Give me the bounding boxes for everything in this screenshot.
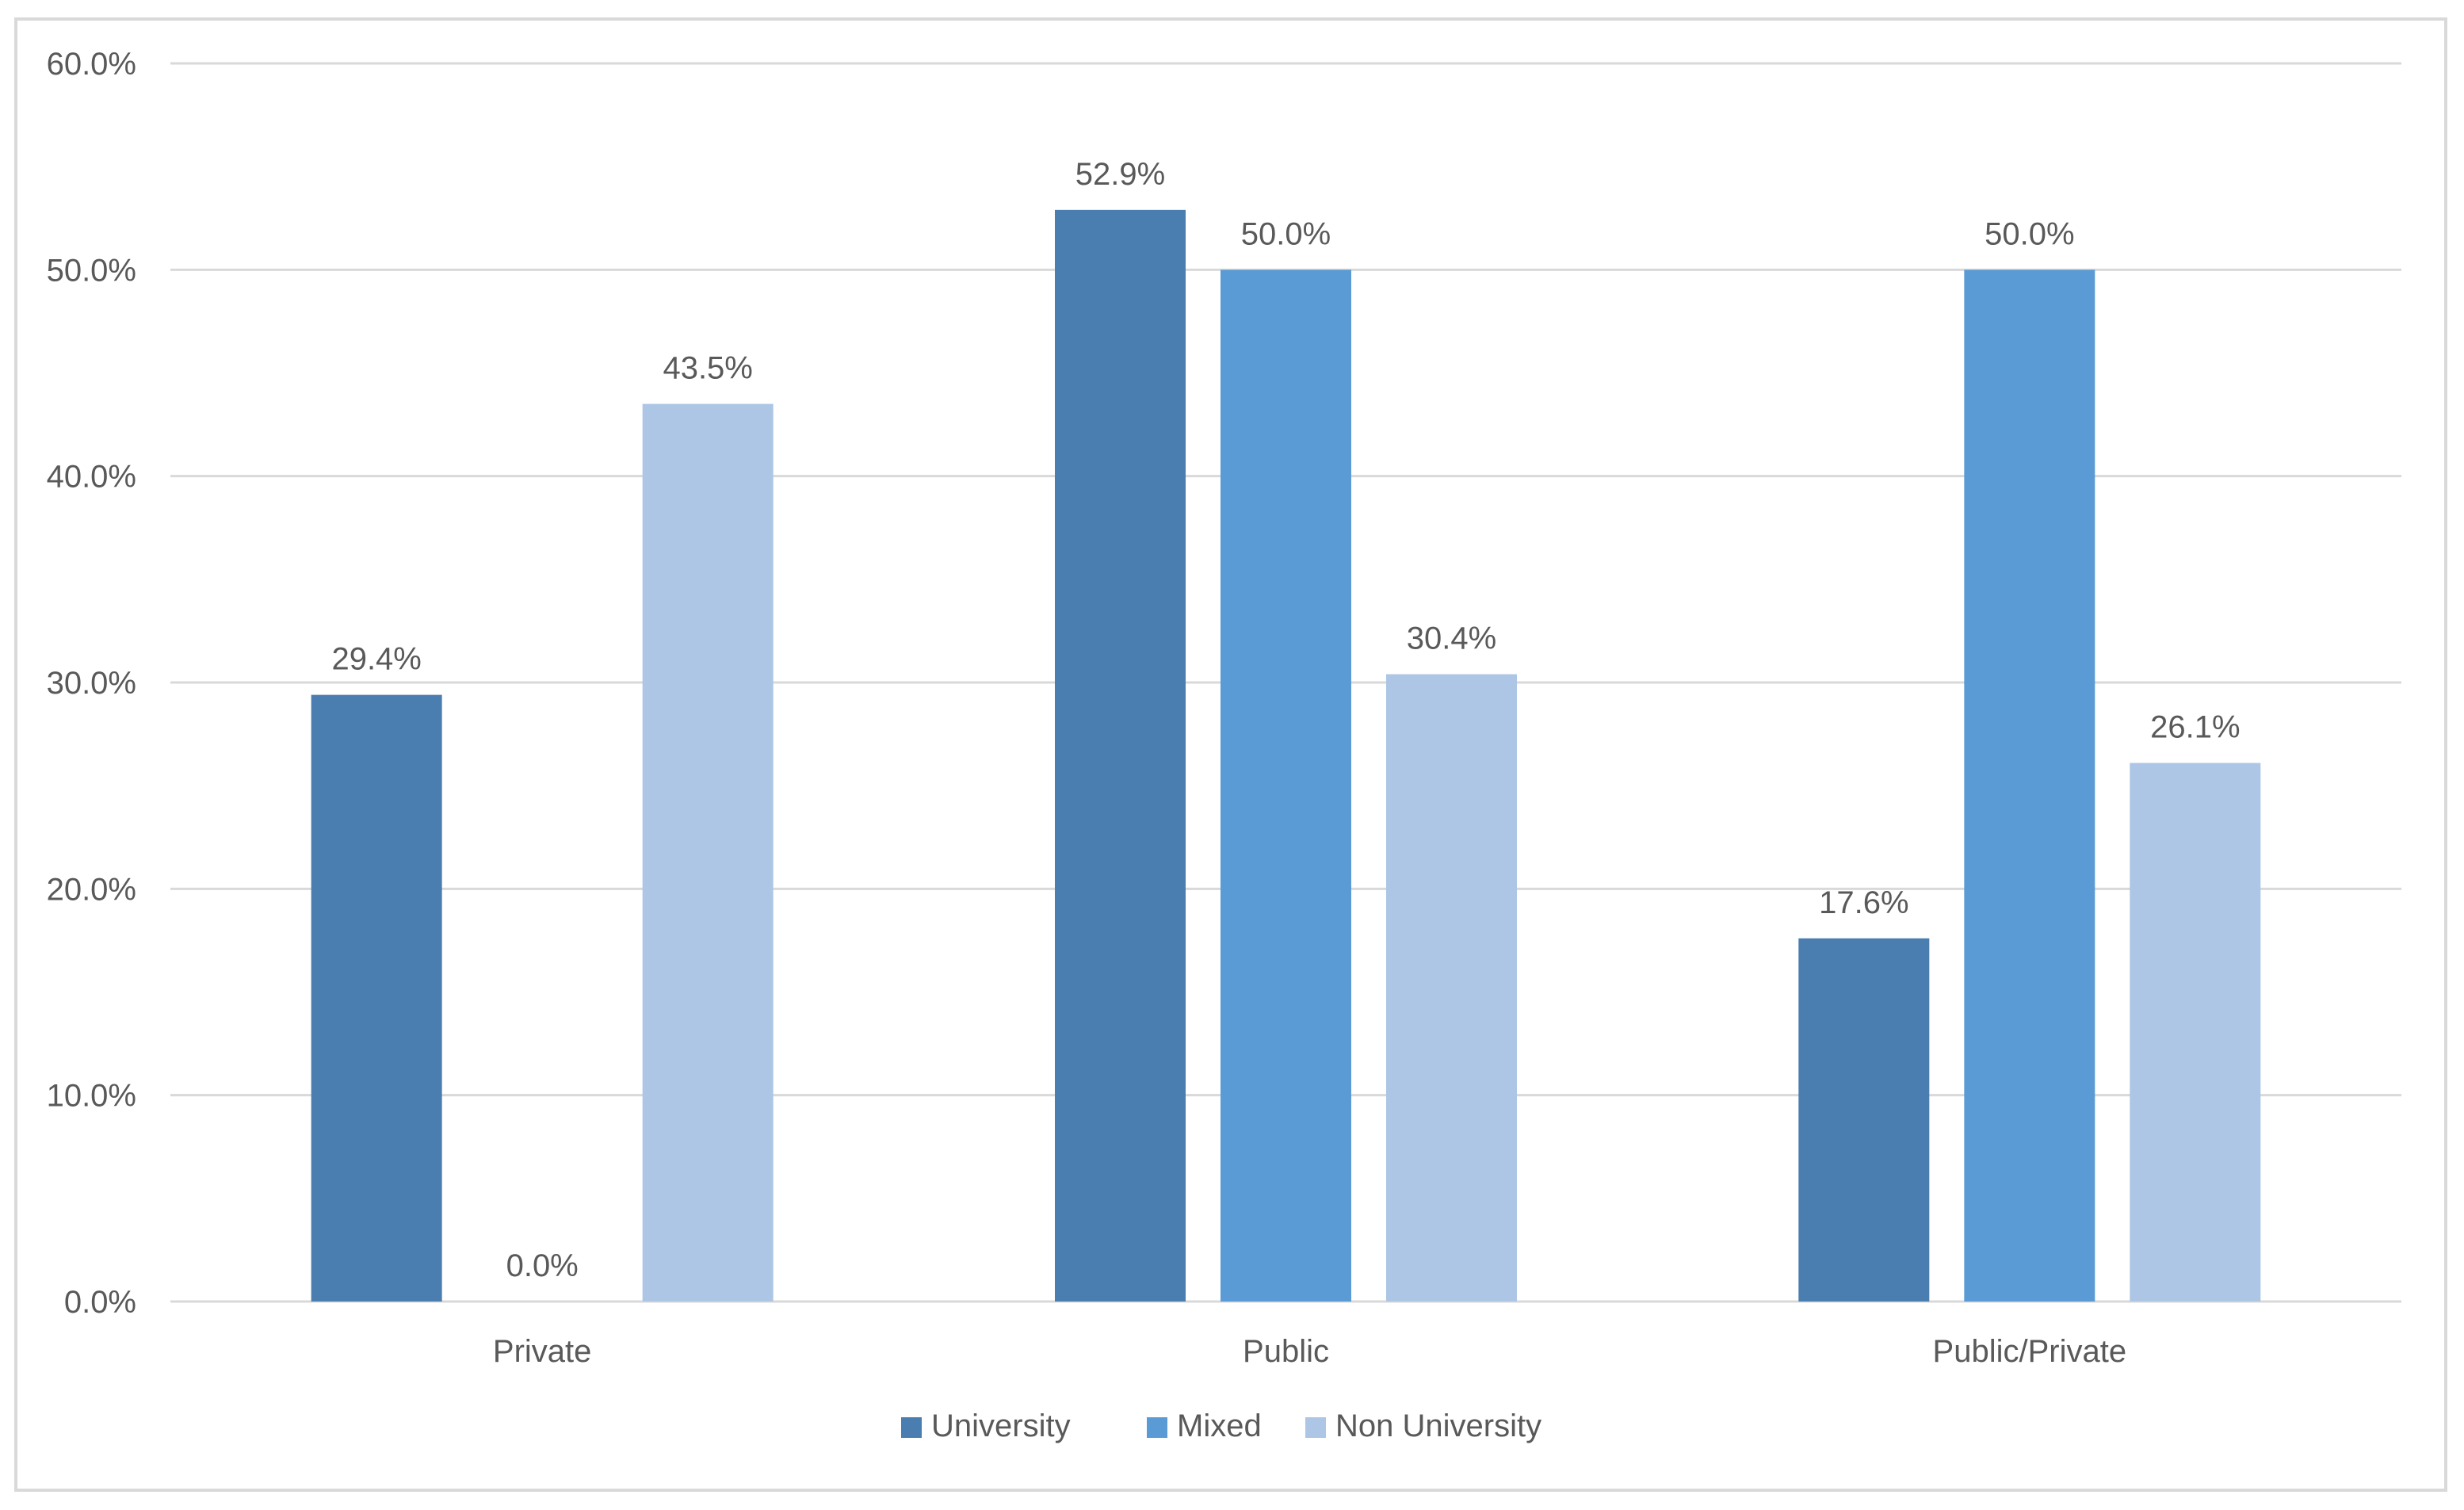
data-label: 52.9% (1075, 157, 1165, 192)
data-label: 26.1% (2150, 710, 2240, 745)
bar (311, 694, 442, 1302)
y-tick-label: 40.0% (47, 460, 136, 495)
legend-swatch (1305, 1417, 1326, 1438)
y-axis-ticks: 0.0% 10.0% 20.0% 30.0% 40.0% 50.0% 60.0% (47, 47, 136, 1320)
data-label: 43.5% (663, 351, 752, 386)
data-labels: 29.4% 0.0% 43.5% 52.9% 50.0% 30.4% 17.6% 50.0% 2… (331, 157, 2240, 1283)
bar (1964, 270, 2095, 1302)
bar (1221, 270, 1351, 1302)
y-tick-label: 10.0% (47, 1079, 136, 1114)
y-tick-label: 20.0% (47, 872, 136, 907)
legend-label: University (931, 1409, 1071, 1443)
x-axis-categories: Private Public Public/Private (493, 1334, 2126, 1369)
x-category-label: Public/Private (1933, 1334, 2127, 1369)
x-category-label: Public (1243, 1334, 1329, 1369)
data-label: 30.4% (1407, 621, 1496, 656)
data-label: 17.6% (1819, 885, 1908, 920)
x-category-label: Private (493, 1334, 592, 1369)
y-tick-label: 0.0% (64, 1285, 136, 1320)
y-tick-label: 30.0% (47, 666, 136, 701)
legend-label: Mixed (1177, 1409, 1262, 1443)
data-label: 29.4% (331, 642, 421, 677)
legend-swatch (901, 1417, 922, 1438)
bar (2130, 763, 2261, 1302)
bar (1055, 209, 1186, 1302)
data-label: 0.0% (506, 1248, 579, 1283)
bar (1386, 674, 1517, 1302)
legend: University Mixed Non University (901, 1409, 1541, 1443)
y-tick-label: 50.0% (47, 253, 136, 288)
data-label: 50.0% (1985, 216, 2074, 251)
y-tick-label: 60.0% (47, 47, 136, 82)
bar (1798, 938, 1930, 1302)
bar (642, 403, 774, 1302)
data-label: 50.0% (1241, 216, 1331, 251)
bars (311, 209, 2261, 1302)
legend-swatch (1147, 1417, 1167, 1438)
legend-label: Non University (1335, 1409, 1541, 1443)
